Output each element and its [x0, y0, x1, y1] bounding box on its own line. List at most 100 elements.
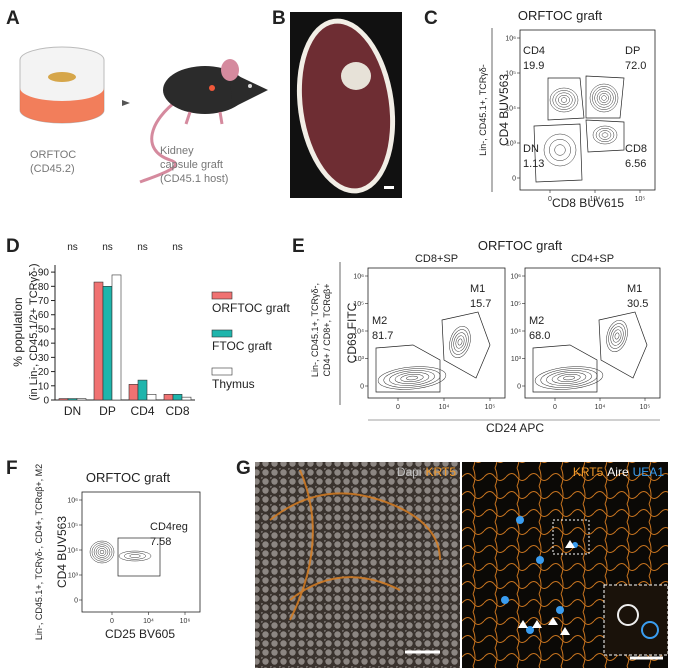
bar: [181, 396, 192, 401]
y-tick-label: 40: [38, 339, 50, 350]
tick-label: 0: [548, 196, 552, 203]
axis-label: (in Lin-, CD45.1/2+ TCRγδ-): [28, 263, 40, 400]
panel-letter: D: [6, 236, 20, 257]
tick-label: 0: [553, 404, 557, 411]
contour: [129, 554, 141, 558]
contour: [558, 94, 570, 106]
tick-label: 10⁶: [353, 274, 364, 281]
y-tick-label: 80: [38, 282, 50, 293]
gate-name: M2: [372, 315, 387, 327]
contour: [546, 370, 592, 386]
bar: [137, 379, 148, 401]
tick-label: 10⁵: [485, 404, 496, 411]
contour: [551, 372, 587, 384]
contour: [455, 335, 465, 349]
artwork: [19, 12, 669, 668]
tick-label: 10³: [506, 141, 517, 148]
caption: (CD45.2): [30, 163, 75, 175]
gate-name: CD4: [523, 45, 545, 57]
plot-subtitle: CD8+SP: [415, 253, 458, 265]
contour: [554, 144, 566, 156]
plot-title: ORFTOC graft: [478, 238, 563, 253]
contour: [608, 323, 626, 349]
tick-label: 0: [512, 176, 516, 183]
contour: [560, 97, 568, 103]
caption: (CD45.1 host): [160, 173, 228, 185]
gate-name: M1: [470, 283, 485, 295]
tick-label: 10⁴: [505, 106, 516, 113]
contour: [589, 83, 619, 113]
x-tick-label: CD4: [130, 404, 154, 418]
contour: [592, 86, 616, 110]
annotation: ns: [102, 242, 113, 253]
tick-label: 10⁴: [353, 329, 364, 336]
legend-label: FTOC graft: [212, 339, 272, 353]
gate-value: 30.5: [627, 298, 648, 310]
axis-label: CD4 BUV563: [55, 516, 69, 588]
legend-label: Thymus: [212, 377, 255, 391]
contour: [540, 368, 598, 388]
axis-label: Lin-, CD45.1+, TCRγδ-, CD4+, TCRαβ+, M2: [34, 464, 44, 640]
tick-label: 0: [110, 618, 114, 625]
plot-frame: [524, 267, 661, 399]
contour: [599, 93, 609, 103]
tick-label: 10⁶: [510, 274, 521, 281]
contour: [601, 95, 607, 101]
bar: [172, 394, 183, 401]
tick-label: 10³: [68, 573, 79, 580]
legend-swatch: [211, 367, 233, 376]
tick-label: 10⁴: [590, 196, 601, 203]
stain-label: Aire: [607, 465, 629, 479]
bar: [93, 281, 104, 401]
contour: [596, 90, 612, 106]
axis-label: CD8 BUV615: [552, 196, 624, 210]
gate-value: 15.7: [470, 298, 491, 310]
tick-label: 10⁴: [143, 618, 154, 625]
x-tick-label: CD8: [165, 404, 189, 418]
plot-frame: [81, 491, 201, 613]
gate-name: CD4reg: [150, 521, 188, 533]
legend-swatch: [211, 329, 233, 338]
contour: [406, 375, 418, 381]
contour: [543, 133, 577, 167]
x-tick-label: DP: [99, 404, 116, 418]
gate-value: 72.0: [625, 60, 646, 72]
axis-label: % population: [11, 297, 25, 366]
tick-label: 10⁵: [67, 523, 78, 530]
bar: [146, 394, 157, 401]
tick-label: 0: [74, 598, 78, 605]
contour: [612, 329, 622, 343]
contour: [549, 139, 571, 161]
contour: [400, 373, 424, 383]
axis-label: CD25 BV605: [105, 627, 175, 641]
y-tick-label: 30: [38, 353, 50, 364]
stain-label: KRT5: [426, 465, 457, 479]
y-tick-label: 50: [38, 324, 50, 335]
panel-letter: C: [424, 8, 438, 29]
y-tick-label: 90: [38, 268, 50, 279]
bar: [76, 398, 87, 401]
caption: Kidney: [160, 145, 194, 157]
plot-subtitle: CD4+SP: [571, 253, 614, 265]
gate-name: CD8: [625, 143, 647, 155]
contour: [595, 128, 615, 142]
tick-label: 10⁴: [439, 404, 450, 411]
y-tick-label: 20: [38, 367, 50, 378]
contour: [93, 544, 111, 560]
contour: [99, 549, 105, 555]
contour: [457, 338, 463, 346]
contour: [592, 125, 618, 145]
stain-label: UEA1: [633, 465, 665, 479]
contour: [606, 320, 628, 352]
tick-label: 10⁶: [505, 36, 516, 43]
tick-label: 0: [396, 404, 400, 411]
annotation: ns: [172, 242, 183, 253]
panel-letter: F: [6, 458, 18, 479]
axis-label: CD69 FITC: [345, 302, 359, 363]
tick-label: 10³: [511, 356, 522, 363]
tick-label: 10⁵: [353, 301, 364, 308]
contour: [598, 130, 612, 140]
tick-label: 0: [517, 384, 521, 391]
tick-label: 10⁴: [67, 548, 78, 555]
